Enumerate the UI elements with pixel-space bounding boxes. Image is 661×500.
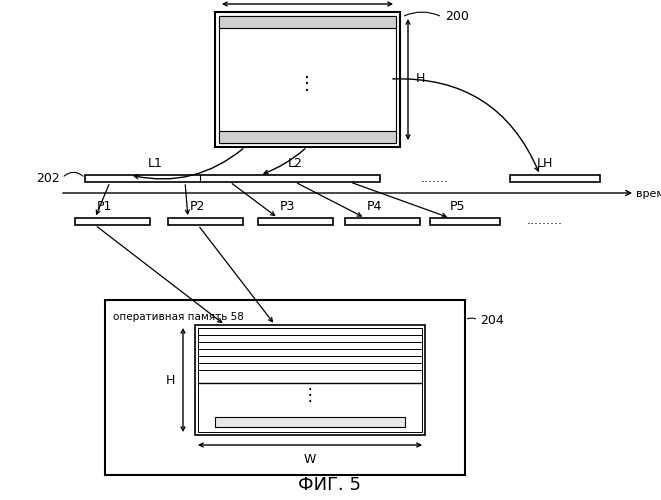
Text: оперативная память 58: оперативная память 58 bbox=[113, 312, 244, 322]
Bar bbox=[105, 300, 465, 475]
Bar bbox=[219, 16, 396, 28]
Bar bbox=[198, 328, 422, 432]
Text: LH: LH bbox=[537, 157, 553, 170]
Bar bbox=[215, 417, 405, 427]
Text: P2: P2 bbox=[190, 200, 206, 213]
Text: P3: P3 bbox=[280, 200, 295, 213]
Bar bbox=[258, 218, 333, 225]
Text: 204: 204 bbox=[480, 314, 504, 326]
Text: ⋮: ⋮ bbox=[298, 75, 316, 93]
Bar bbox=[219, 16, 396, 143]
Text: H: H bbox=[416, 72, 426, 86]
Text: .........: ......... bbox=[527, 214, 563, 228]
Bar bbox=[345, 218, 420, 225]
Text: H: H bbox=[166, 374, 175, 386]
Bar bbox=[510, 175, 600, 182]
Bar bbox=[85, 175, 380, 182]
Text: P5: P5 bbox=[450, 200, 465, 213]
Text: P4: P4 bbox=[367, 200, 382, 213]
Bar bbox=[195, 325, 425, 435]
Text: ФИГ. 5: ФИГ. 5 bbox=[299, 476, 362, 494]
Bar bbox=[75, 218, 150, 225]
Bar bbox=[219, 131, 396, 143]
Text: .......: ....... bbox=[421, 172, 449, 184]
Text: время: время bbox=[636, 189, 661, 199]
Text: 202: 202 bbox=[36, 172, 60, 184]
Text: W: W bbox=[304, 453, 316, 466]
Bar bbox=[215, 12, 400, 147]
Bar bbox=[168, 218, 243, 225]
Text: ⋮: ⋮ bbox=[301, 386, 319, 404]
Text: L2: L2 bbox=[288, 157, 303, 170]
Text: P1: P1 bbox=[97, 200, 112, 213]
Text: 200: 200 bbox=[445, 10, 469, 24]
Text: L1: L1 bbox=[147, 157, 163, 170]
Bar bbox=[430, 218, 500, 225]
